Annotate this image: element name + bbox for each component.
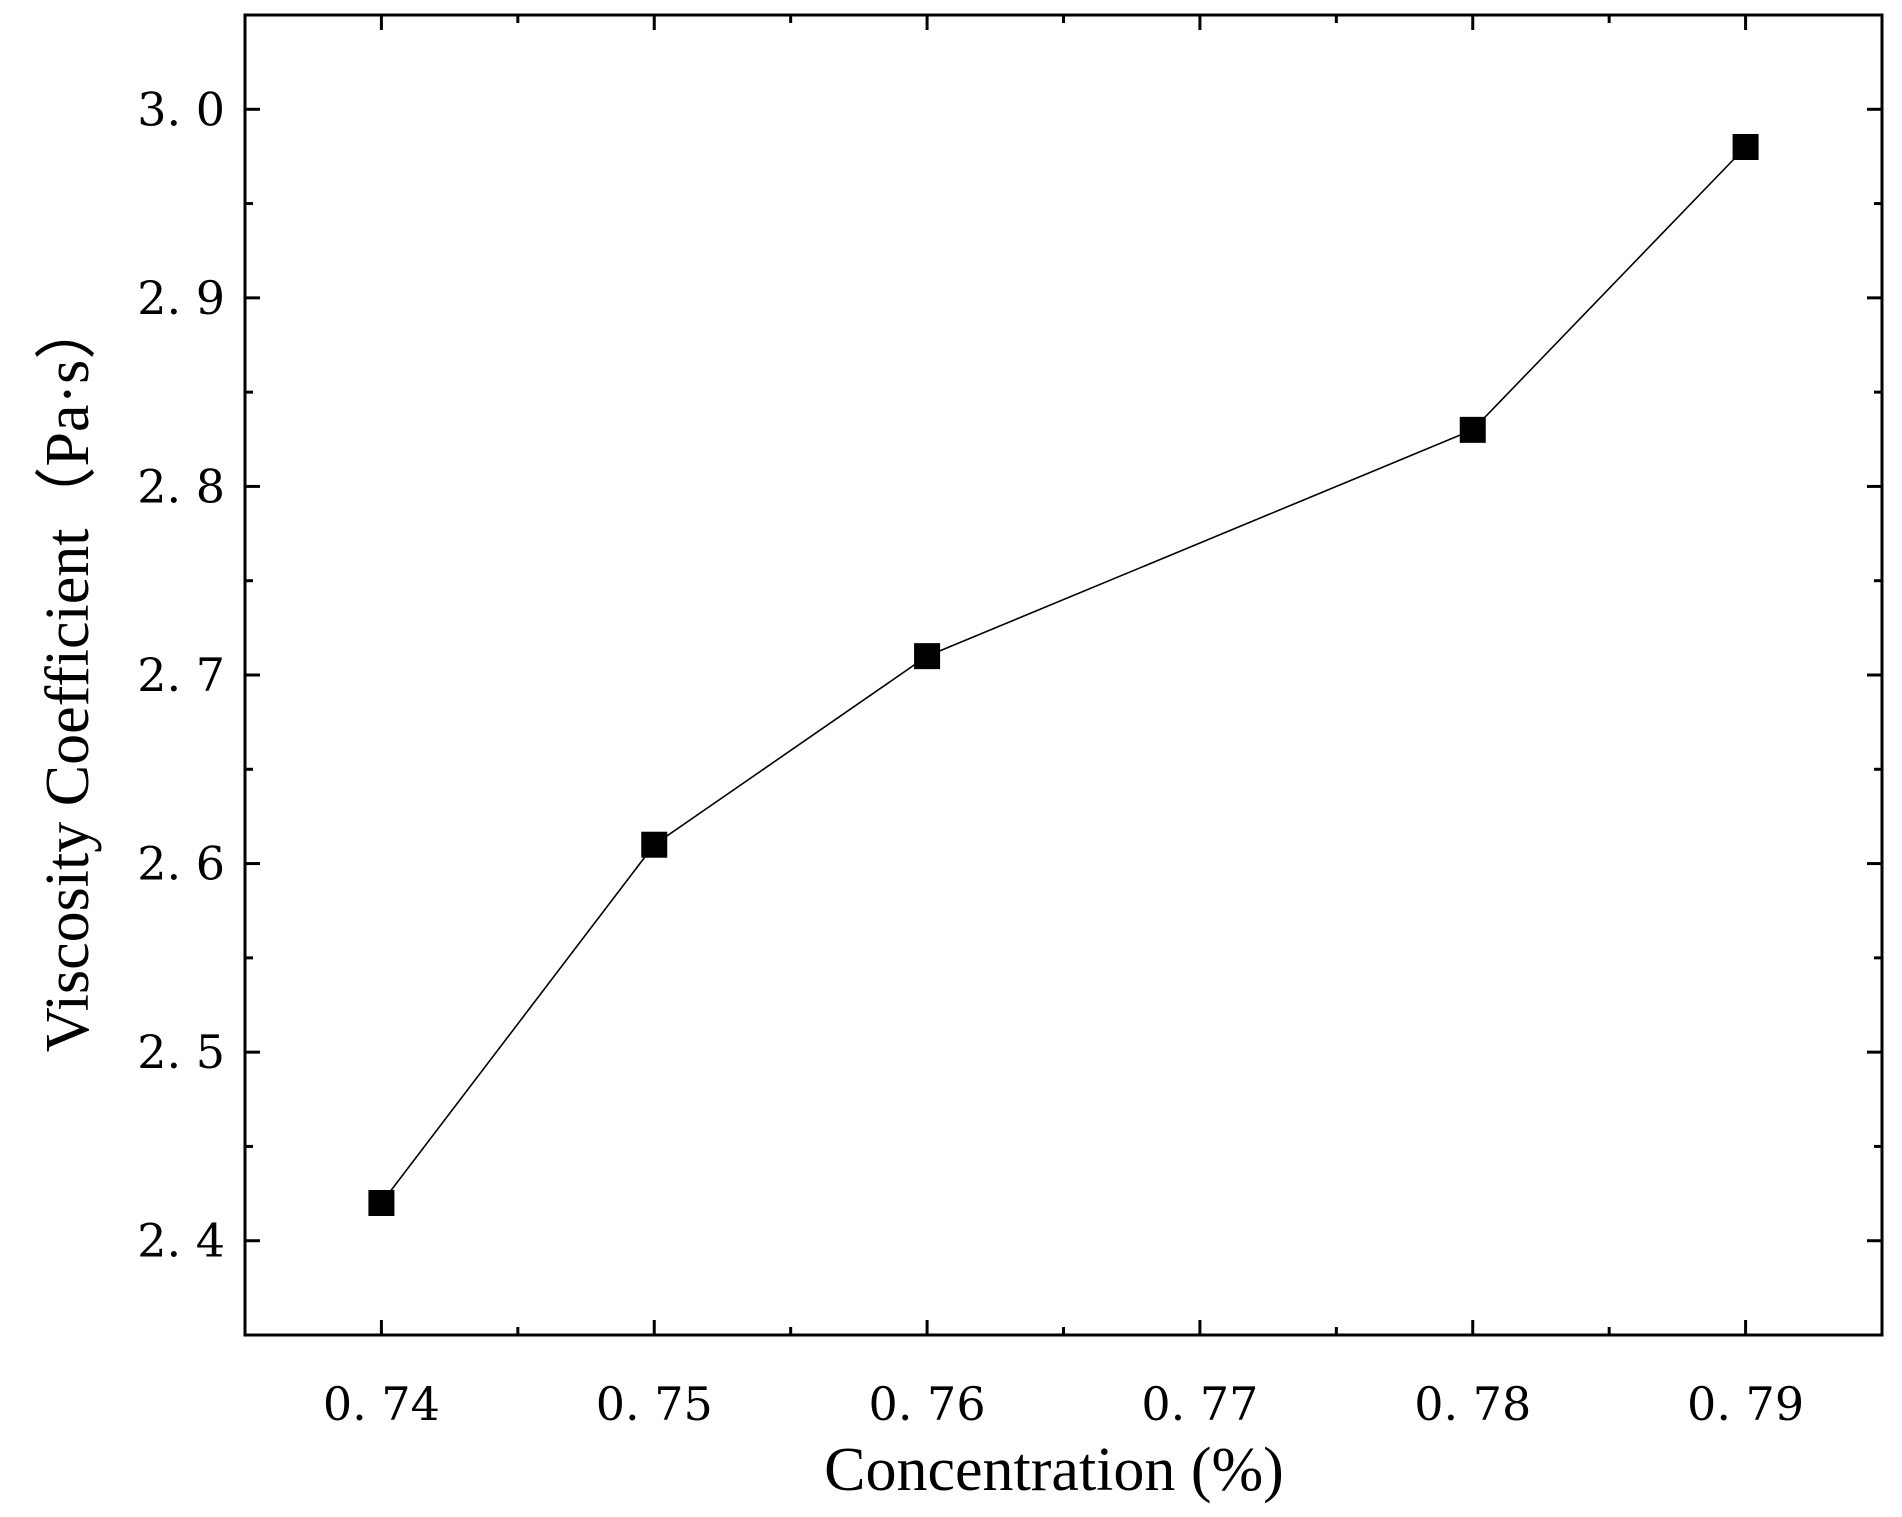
y-axis-title: Viscosity Coefficient（Pa·s）	[34, 298, 102, 1053]
x-tick-label: 0. 78	[1414, 1377, 1531, 1431]
y-tick-label: 2. 4	[137, 1214, 225, 1268]
data-point-marker	[368, 1190, 395, 1216]
x-tick-label: 0. 75	[596, 1377, 713, 1431]
plot-frame	[243, 13, 1884, 1337]
data-point-marker	[641, 831, 668, 858]
data-point-marker	[1459, 416, 1486, 443]
series-line	[380, 146, 1747, 1204]
y-tick-label: 3. 0	[137, 82, 225, 136]
y-tick-label: 2. 6	[137, 837, 225, 891]
x-axis-tick-labels: 0. 74 0. 75 0. 76 0. 77 0. 78 0. 79	[323, 1377, 1804, 1431]
y-tick-label: 2. 7	[137, 648, 225, 702]
x-tick-label: 0. 74	[323, 1377, 440, 1431]
y-tick-label: 2. 8	[137, 459, 225, 513]
x-tick-label: 0. 77	[1141, 1377, 1258, 1431]
data-point-marker	[914, 643, 941, 670]
x-axis-title: Concentration (%)	[824, 1436, 1284, 1504]
data-point-marker	[1732, 134, 1759, 160]
y-tick-label: 2. 5	[137, 1025, 225, 1079]
y-axis-ticks	[245, 13, 1882, 1243]
x-tick-label: 0. 76	[869, 1377, 986, 1431]
y-axis-tick-labels: 2. 4 2. 5 2. 6 2. 7 2. 8 2. 9 3. 0	[137, 82, 225, 1267]
data-series	[368, 134, 1759, 1216]
x-axis-ticks	[243, 15, 1884, 1335]
x-tick-label: 0. 79	[1687, 1377, 1804, 1431]
y-tick-label: 2. 9	[137, 271, 225, 325]
